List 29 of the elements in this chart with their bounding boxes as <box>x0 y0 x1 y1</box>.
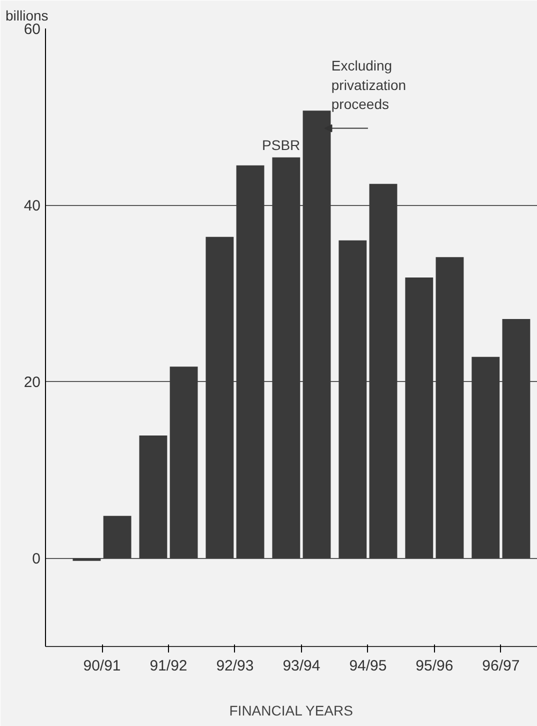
y-tick-label: 20 <box>24 374 41 392</box>
bar <box>236 165 264 558</box>
bar <box>338 240 367 558</box>
bar <box>472 356 500 558</box>
x-tick-label: 94/95 <box>349 658 387 674</box>
bar <box>72 558 101 561</box>
series-label: Excluding privatization proceeds <box>331 58 406 112</box>
bar <box>170 366 198 558</box>
bar <box>369 184 398 558</box>
bar <box>405 277 434 558</box>
bar <box>502 318 530 558</box>
x-tick-label: 91/92 <box>150 658 188 674</box>
bar <box>436 257 464 558</box>
y-axis-title: billions <box>6 8 48 24</box>
bar <box>272 157 300 558</box>
y-tick-label: 0 <box>32 550 40 568</box>
series-label: PSBR <box>262 136 300 153</box>
x-tick-label: 90/91 <box>83 658 121 674</box>
bar <box>139 435 168 558</box>
bar <box>103 516 132 558</box>
x-tick-label: 92/93 <box>216 658 254 674</box>
bar <box>302 110 331 558</box>
x-tick-label: 96/97 <box>482 658 520 674</box>
y-tick-label: 60 <box>24 21 41 38</box>
x-axis-title: FINANCIAL YEARS <box>229 702 353 718</box>
bar <box>206 236 234 558</box>
x-tick-label: 95/96 <box>416 658 454 674</box>
x-tick-label: 93/94 <box>282 658 320 674</box>
y-tick-label: 40 <box>24 198 41 215</box>
